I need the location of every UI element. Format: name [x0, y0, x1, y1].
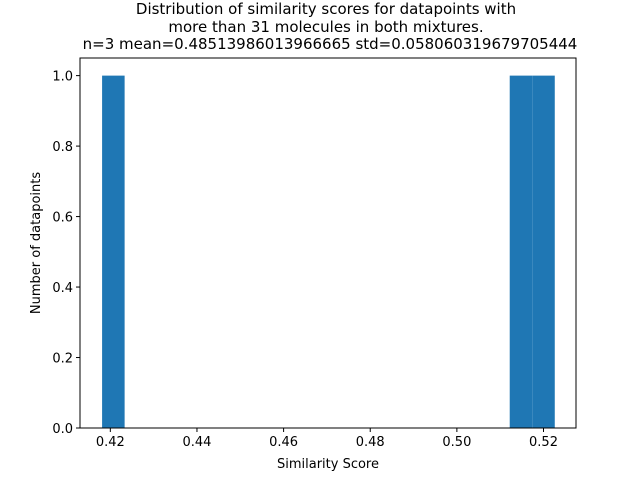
- y-tick-label: 0.0: [52, 422, 73, 437]
- x-tick-label: 0.44: [182, 435, 211, 450]
- title-line-2: more than 31 molecules in both mixtures.: [168, 18, 483, 36]
- histogram-bar-2: [532, 75, 555, 428]
- x-tick-label: 0.50: [442, 435, 471, 450]
- title-line-1: Distribution of similarity scores for da…: [136, 0, 516, 18]
- x-axis: 0.42 0.44 0.46 0.48 0.50 0.52: [96, 428, 558, 450]
- plot-frame: [79, 57, 577, 429]
- title-line-3: n=3 mean=0.48513986013966665 std=0.05806…: [83, 35, 578, 53]
- x-tick-label: 0.52: [529, 435, 558, 450]
- x-tick-label: 0.42: [96, 435, 125, 450]
- chart-title: Distribution of similarity scores for da…: [83, 0, 578, 53]
- x-axis-label: Similarity Score: [277, 457, 379, 472]
- y-tick-label: 0.6: [52, 211, 73, 226]
- y-axis: 0.0 0.2 0.4 0.6 0.8 1.0: [52, 70, 80, 437]
- x-tick-label: 0.46: [269, 435, 298, 450]
- histogram-bar-1: [509, 75, 533, 428]
- y-tick-label: 0.2: [52, 352, 73, 367]
- x-tick-label: 0.48: [356, 435, 385, 450]
- y-axis-label: Number of datapoints: [29, 172, 44, 314]
- histogram-bar-0: [102, 75, 125, 428]
- y-tick-label: 0.4: [52, 281, 73, 296]
- histogram-bars: [102, 75, 555, 428]
- y-tick-label: 1.0: [52, 70, 73, 85]
- y-tick-label: 0.8: [52, 140, 73, 155]
